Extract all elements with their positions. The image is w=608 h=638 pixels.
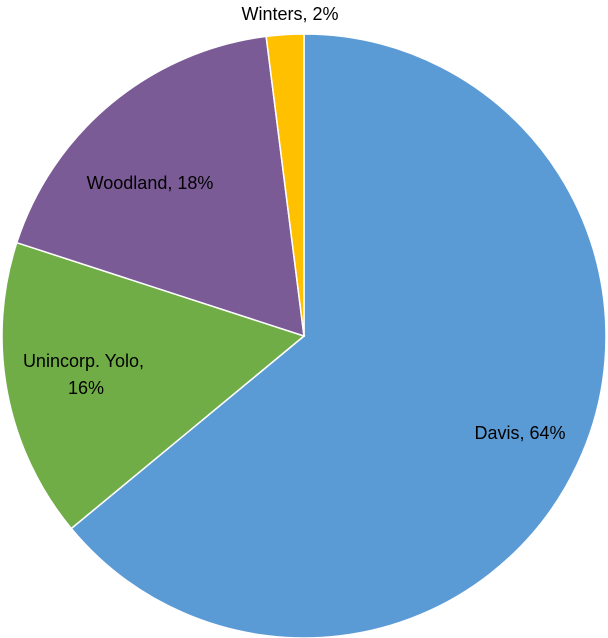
- slice-label-unincorp-yolo: Unincorp. Yolo, 16%: [23, 351, 149, 398]
- slice-label-woodland: Woodland, 18%: [87, 173, 214, 193]
- pie-slice-winters: [265, 33, 305, 337]
- slice-labels: Davis, 64% Unincorp. Yolo, 16% Woodland,…: [23, 4, 566, 443]
- pie-slices: [1, 33, 607, 638]
- slice-label-winters: Winters, 2%: [241, 4, 338, 24]
- slice-label-davis: Davis, 64%: [474, 423, 565, 443]
- pie-slice-unincorp-yolo: [1, 241, 306, 530]
- pie-slice-woodland: [15, 35, 305, 338]
- pie-slice-davis: [70, 33, 607, 638]
